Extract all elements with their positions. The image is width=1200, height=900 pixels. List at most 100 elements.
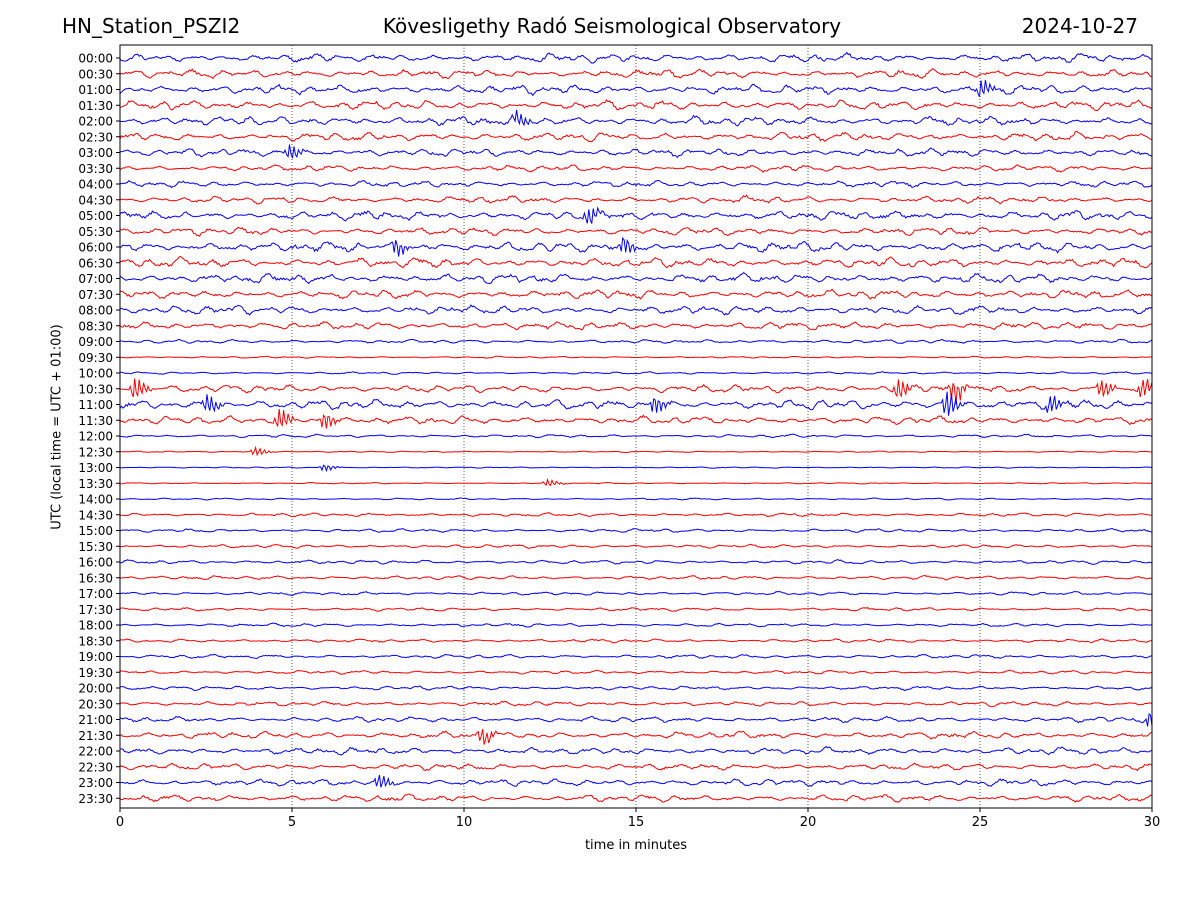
trace-1630 bbox=[119, 574, 1153, 581]
trace-1530 bbox=[119, 543, 1153, 549]
trace-2030 bbox=[119, 700, 1153, 708]
trace-1700 bbox=[119, 590, 1153, 597]
x-tick-label: 10 bbox=[456, 815, 473, 830]
plot-frame bbox=[119, 44, 1153, 809]
y-tick-label: 14:30 bbox=[78, 508, 113, 522]
y-tick-label: 06:00 bbox=[78, 241, 113, 255]
trace-1100 bbox=[119, 391, 1153, 416]
y-tick-label: 18:00 bbox=[78, 619, 113, 633]
trace-1200 bbox=[119, 433, 1153, 439]
trace-0400 bbox=[119, 179, 1153, 189]
y-tick-label: 03:30 bbox=[78, 162, 113, 176]
trace-1730 bbox=[119, 606, 1153, 612]
trace-1030 bbox=[119, 378, 1153, 405]
y-tick-label: 02:30 bbox=[78, 130, 113, 144]
y-tick-label: 11:30 bbox=[78, 414, 113, 428]
x-axis-ticks: 0 5 10 15 20 25 30 bbox=[116, 808, 1160, 830]
y-tick-label: 14:00 bbox=[78, 493, 113, 507]
trace-2300 bbox=[119, 774, 1153, 788]
x-tick-label: 5 bbox=[288, 815, 296, 830]
trace-0300 bbox=[119, 144, 1153, 159]
trace-1430 bbox=[120, 512, 1153, 518]
trace-0230 bbox=[119, 130, 1153, 143]
trace-0500 bbox=[119, 206, 1153, 224]
x-tick-label: 0 bbox=[116, 815, 124, 830]
trace-1400 bbox=[119, 497, 1153, 501]
trace-0800 bbox=[119, 304, 1153, 316]
trace-2100 bbox=[119, 713, 1153, 727]
trace-0630 bbox=[119, 255, 1153, 269]
y-tick-label: 02:00 bbox=[78, 115, 113, 129]
y-tick-label: 10:30 bbox=[78, 382, 113, 396]
trace-1330 bbox=[119, 478, 1153, 487]
x-tick-label: 25 bbox=[972, 815, 989, 830]
station-title: HN_Station_PSZI2 bbox=[62, 14, 241, 38]
trace-1130 bbox=[119, 408, 1153, 429]
y-tick-label: 08:30 bbox=[78, 319, 113, 333]
y-tick-label: 12:30 bbox=[78, 445, 113, 459]
trace-0430 bbox=[119, 194, 1153, 205]
trace-1230 bbox=[119, 445, 1153, 457]
y-tick-label: 00:00 bbox=[78, 52, 113, 66]
trace-0530 bbox=[119, 226, 1153, 238]
trace-0930 bbox=[119, 355, 1153, 359]
y-tick-label: 09:30 bbox=[78, 351, 113, 365]
y-tick-label: 22:30 bbox=[78, 760, 113, 774]
y-tick-label: 21:30 bbox=[78, 729, 113, 743]
x-tick-label: 15 bbox=[628, 815, 645, 830]
x-tick-label: 30 bbox=[1144, 815, 1161, 830]
y-tick-label: 23:00 bbox=[78, 776, 113, 790]
observatory-title: Kövesligethy Radó Seismological Observat… bbox=[382, 14, 842, 38]
trace-0600 bbox=[119, 236, 1153, 257]
trace-0100 bbox=[119, 79, 1153, 97]
y-tick-label: 05:00 bbox=[78, 209, 113, 223]
y-tick-label: 19:00 bbox=[78, 650, 113, 664]
trace-0030 bbox=[119, 68, 1152, 80]
y-tick-label: 17:30 bbox=[78, 603, 113, 617]
grid-lines bbox=[291, 45, 981, 808]
y-tick-label: 06:30 bbox=[78, 256, 113, 270]
trace-2130 bbox=[119, 728, 1153, 745]
y-tick-label: 07:00 bbox=[78, 272, 113, 286]
trace-0700 bbox=[119, 271, 1153, 285]
trace-2330 bbox=[119, 793, 1153, 803]
y-tick-label: 04:30 bbox=[78, 193, 113, 207]
y-tick-label: 22:00 bbox=[78, 745, 113, 759]
trace-0830 bbox=[119, 321, 1153, 331]
trace-0130 bbox=[119, 99, 1153, 111]
y-tick-label: 10:00 bbox=[78, 367, 113, 381]
trace-2200 bbox=[119, 745, 1153, 756]
y-tick-label: 18:30 bbox=[78, 634, 113, 648]
y-tick-label: 23:30 bbox=[78, 792, 113, 806]
y-axis-label: UTC (local time = UTC + 01:00) bbox=[49, 324, 65, 530]
y-tick-label: 01:00 bbox=[78, 83, 113, 97]
y-tick-label: 20:00 bbox=[78, 682, 113, 696]
trace-2000 bbox=[119, 685, 1153, 692]
y-tick-label: 05:30 bbox=[78, 225, 113, 239]
y-tick-label: 07:30 bbox=[78, 288, 113, 302]
y-tick-label: 08:00 bbox=[78, 304, 113, 318]
trace-1600 bbox=[120, 559, 1153, 565]
y-tick-label: 21:00 bbox=[78, 713, 113, 727]
trace-1300 bbox=[119, 464, 1153, 473]
y-tick-label: 20:30 bbox=[78, 697, 113, 711]
trace-0000 bbox=[119, 51, 1153, 64]
y-tick-label: 12:00 bbox=[78, 430, 113, 444]
trace-0900 bbox=[119, 338, 1153, 344]
trace-1900 bbox=[119, 653, 1153, 659]
y-tick-label: 15:00 bbox=[78, 524, 113, 538]
y-tick-label: 11:00 bbox=[78, 398, 113, 412]
y-tick-label: 13:00 bbox=[78, 461, 113, 475]
y-tick-label: 09:00 bbox=[78, 335, 113, 349]
y-tick-label: 15:30 bbox=[78, 540, 113, 554]
trace-2230 bbox=[119, 762, 1153, 772]
y-tick-label: 00:30 bbox=[78, 67, 113, 81]
trace-1500 bbox=[119, 527, 1153, 533]
y-tick-label: 01:30 bbox=[78, 99, 113, 113]
trace-0200 bbox=[119, 109, 1153, 127]
trace-0730 bbox=[119, 288, 1153, 300]
date-title: 2024-10-27 bbox=[1021, 14, 1138, 38]
trace-0330 bbox=[119, 164, 1153, 173]
